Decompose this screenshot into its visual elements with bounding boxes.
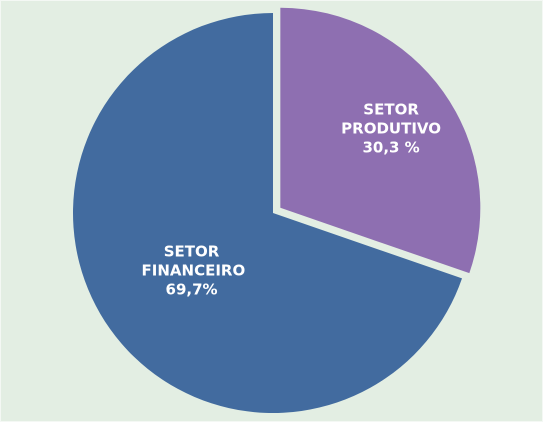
pie-slice (72, 13, 463, 413)
category-label: SETOR FINANCEIRO (141, 242, 246, 280)
category-label: SETOR PRODUTIVO (341, 100, 442, 138)
value-label: 30,3 % (362, 138, 420, 157)
slice-label: SETOR FINANCEIRO 69,7% (132, 243, 252, 300)
slice-label: SETOR PRODUTIVO 30,3 % (331, 100, 451, 157)
value-label: 69,7% (165, 280, 218, 299)
pie-slice (280, 7, 481, 274)
